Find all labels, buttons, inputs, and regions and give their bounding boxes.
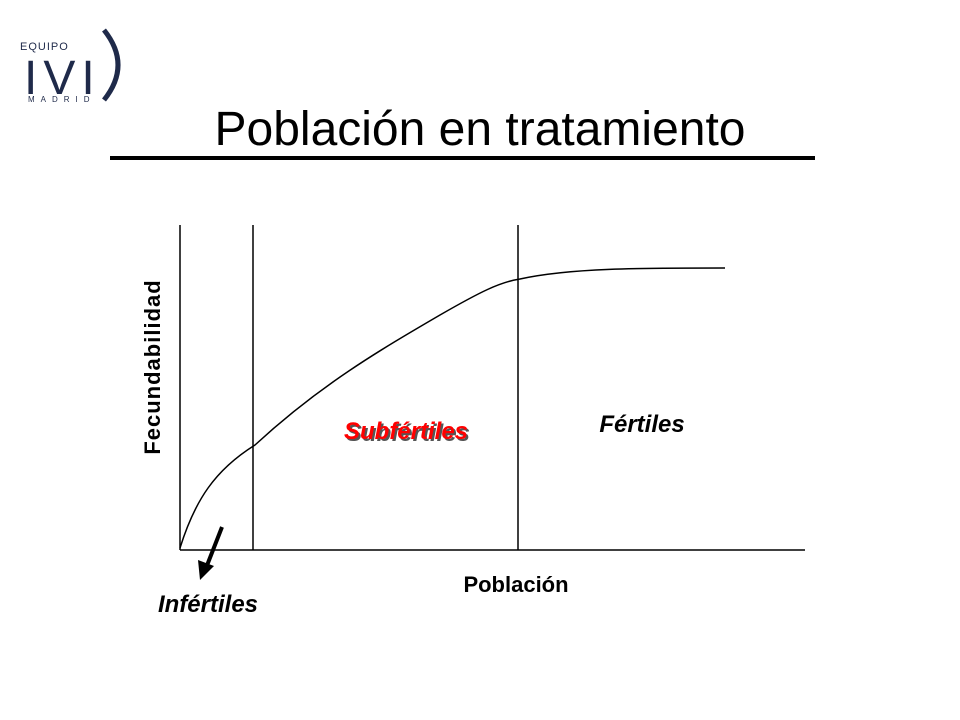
label-shadow: Subfértiles (346, 420, 470, 447)
y-axis-label: Fecundabilidad (140, 279, 165, 454)
x-axis-label: Población (463, 572, 568, 597)
logo-arc (102, 28, 121, 102)
diagram (179, 225, 805, 569)
arrow-shaft (204, 526, 224, 569)
logo-bottom: MADRID (28, 95, 96, 104)
curve (179, 267, 726, 549)
arrow-head (198, 560, 214, 580)
logo-main: IVI (24, 52, 101, 105)
logo: EQUIPO IVI MADRID (20, 28, 121, 105)
infertile-label: Infértiles (158, 591, 258, 618)
subfertile-label: Subfértiles (344, 418, 468, 445)
title: Población en tratamiento (215, 103, 746, 156)
logo-top: EQUIPO (20, 41, 69, 53)
fertile-label: Fértiles (599, 411, 684, 438)
